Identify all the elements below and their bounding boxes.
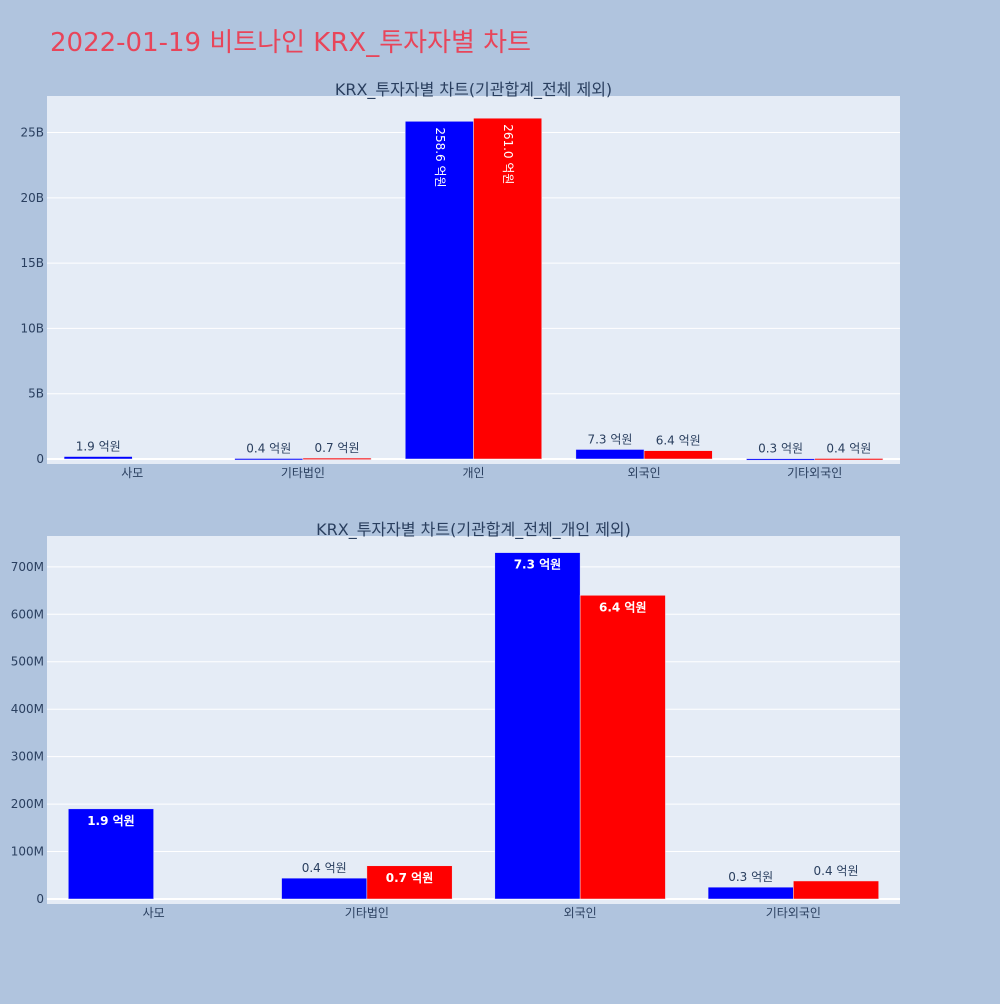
y-tick-label: 300M: [11, 750, 44, 764]
bar: [575, 449, 645, 460]
chart-title: KRX_투자자별 차트(기관합계_전체_개인 제외): [316, 520, 631, 540]
bar: [494, 552, 581, 900]
plot-area: [47, 536, 900, 904]
x-tick-label: 외국인: [564, 906, 597, 920]
y-tick-label: 400M: [11, 702, 44, 716]
bar: [302, 457, 372, 460]
y-tick-label: 10B: [20, 321, 44, 335]
data-label: 7.3 억원: [587, 432, 632, 446]
x-tick-label: 기타법인: [345, 906, 389, 920]
x-tick-label: 사모: [121, 466, 143, 480]
data-label: 0.4 억원: [302, 861, 347, 875]
y-tick-label: 15B: [20, 256, 44, 270]
x-tick-label: 기타법인: [281, 466, 325, 480]
bar: [366, 865, 453, 900]
bar: [814, 458, 884, 461]
page-title: 2022-01-19 비트나인 KRX_투자자별 차트: [50, 28, 532, 58]
y-tick-label: 200M: [11, 797, 44, 811]
data-label: 6.4 억원: [656, 434, 701, 448]
x-tick-label: 사모: [143, 906, 165, 920]
data-label: 0.3 억원: [728, 870, 773, 884]
y-tick-label: 25B: [20, 126, 44, 140]
data-label: 1.9 억원: [87, 814, 135, 828]
bar: [281, 877, 368, 900]
y-tick-label: 500M: [11, 655, 44, 669]
data-label: 6.4 억원: [599, 600, 647, 614]
x-tick-label: 기타외국인: [766, 906, 821, 920]
y-tick-label: 5B: [28, 387, 44, 401]
data-label: 0.4 억원: [246, 441, 291, 455]
data-label: 0.4 억원: [826, 441, 871, 455]
bar: [707, 886, 794, 900]
x-tick-label: 개인: [462, 466, 484, 480]
y-tick-label: 600M: [11, 607, 44, 621]
x-tick-label: 기타외국인: [787, 466, 842, 480]
y-tick-label: 0: [36, 452, 44, 466]
y-tick-label: 20B: [20, 191, 44, 205]
bar: [643, 450, 713, 460]
data-label: 1.9 억원: [76, 440, 121, 454]
bar: [746, 458, 815, 461]
chart-2: 0 100M 200M 300M 400M 500M 600M 700M KRX_투자자별 차트…: [11, 520, 900, 920]
y-tick-label: 700M: [11, 560, 44, 574]
chart-title: KRX_투자자별 차트(기관합계_전체 제외): [335, 80, 612, 100]
y-tick-label: 100M: [11, 845, 44, 859]
data-label: 261.0 억원: [501, 124, 515, 184]
y-tick-label: 0: [36, 892, 44, 906]
data-label: 0.7 억원: [315, 441, 360, 455]
bar: [579, 595, 666, 900]
chart-1: 0 5B 10B 15B 20B 25B KRX_투자자별 차트(기관합계_전체 제외) 사모…: [20, 80, 900, 480]
bar: [63, 456, 133, 460]
bar: [68, 808, 154, 900]
data-label: 0.7 억원: [386, 871, 434, 885]
data-label: 7.3 억원: [514, 558, 562, 572]
data-label: 258.6 억원: [433, 127, 447, 187]
data-label: 0.3 억원: [758, 442, 803, 456]
bar: [793, 880, 879, 900]
data-label: 0.4 억원: [814, 864, 859, 878]
bar: [234, 458, 304, 461]
x-tick-label: 외국인: [628, 466, 661, 480]
bar: [473, 117, 542, 460]
